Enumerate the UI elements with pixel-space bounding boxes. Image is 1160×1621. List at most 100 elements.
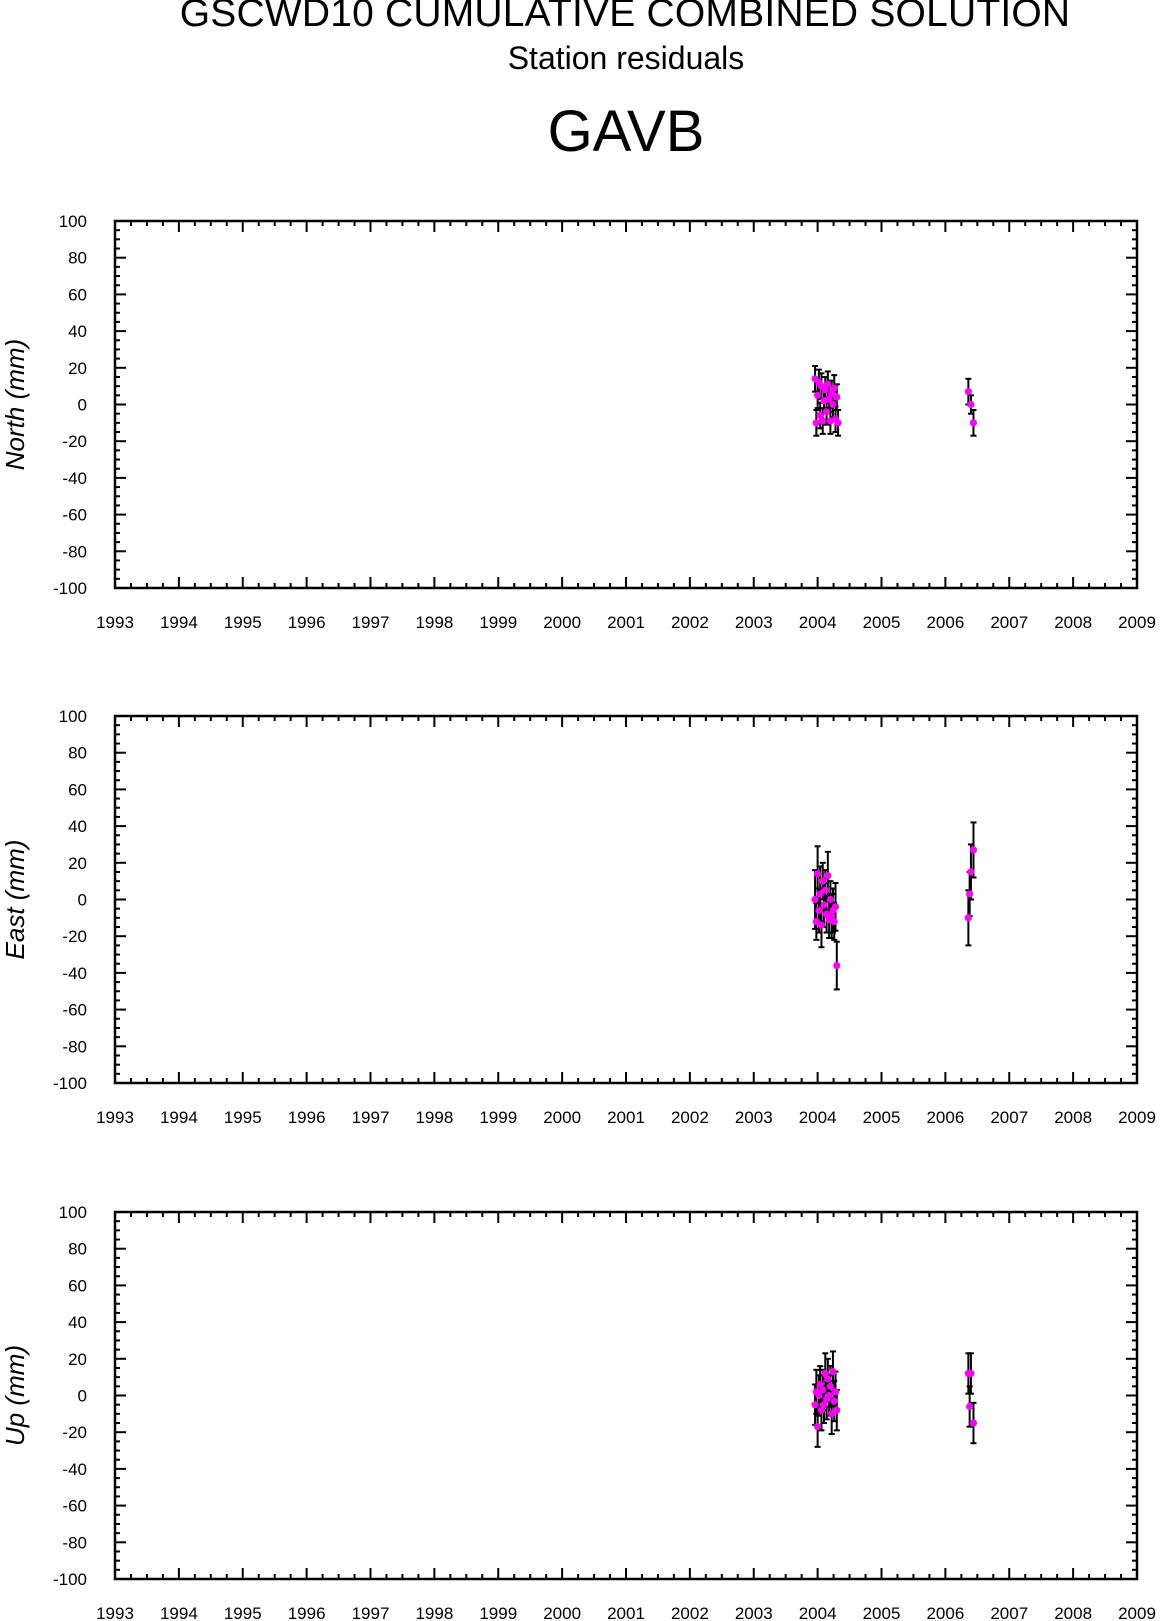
data-point xyxy=(815,906,823,915)
data-point xyxy=(819,877,827,885)
x-tick-label: 1995 xyxy=(224,1604,262,1621)
x-tick-label: 1999 xyxy=(479,1604,517,1621)
y-tick-label: -20 xyxy=(62,927,87,946)
y-tick-label: 0 xyxy=(78,891,87,910)
data-point xyxy=(966,890,974,898)
data-point xyxy=(812,917,820,926)
x-tick-label: 2008 xyxy=(1054,1604,1092,1621)
y-tick-label: 40 xyxy=(68,817,87,836)
y-tick-label: 60 xyxy=(68,780,87,799)
y-tick-label: 80 xyxy=(68,1240,87,1259)
data-point xyxy=(814,1423,822,1431)
y-tick-label: -40 xyxy=(62,1460,87,1479)
x-tick-label: 2005 xyxy=(863,1604,901,1621)
data-point xyxy=(819,417,827,425)
data-point xyxy=(830,917,838,926)
x-tick-label: 2000 xyxy=(543,1108,581,1127)
station-name: GAVB xyxy=(547,99,705,164)
data-point xyxy=(824,1375,832,1383)
x-tick-label: 2000 xyxy=(543,1604,581,1621)
data-point xyxy=(814,870,822,878)
x-tick-label: 2002 xyxy=(671,613,709,632)
x-tick-label: 1997 xyxy=(352,613,390,632)
x-tick-label: 1996 xyxy=(288,613,326,632)
y-tick-label: -40 xyxy=(62,469,87,488)
x-tick-label: 2007 xyxy=(990,1604,1028,1621)
x-tick-label: 1994 xyxy=(160,613,198,632)
plot-frame xyxy=(113,714,1139,1085)
data-point xyxy=(824,872,832,880)
data-point xyxy=(966,1402,974,1411)
x-tick-label: 2006 xyxy=(926,1604,964,1621)
x-tick-label: 2000 xyxy=(543,613,581,632)
data-point xyxy=(816,890,824,898)
data-point xyxy=(831,903,840,911)
data-point xyxy=(830,1397,838,1405)
chart-title: GSCWD10 CUMULATIVE COMBINED SOLUTION xyxy=(179,0,1071,35)
y-tick-label: 60 xyxy=(68,285,87,304)
x-tick-label: 2003 xyxy=(735,1604,773,1621)
x-tick-label: 2009 xyxy=(1118,1108,1156,1127)
y-tick-label: -100 xyxy=(53,1074,87,1093)
x-tick-label: 2005 xyxy=(863,613,901,632)
data-point xyxy=(811,895,819,904)
x-tick-label: 1994 xyxy=(160,1108,198,1127)
x-tick-label: 1997 xyxy=(352,1604,390,1621)
x-tick-label: 2002 xyxy=(671,1604,709,1621)
data-point xyxy=(828,1410,836,1418)
data-point xyxy=(833,1406,841,1414)
x-tick-label: 1996 xyxy=(288,1604,326,1621)
x-tick-label: 1998 xyxy=(415,1108,453,1127)
data-point xyxy=(811,1401,819,1409)
x-tick-label: 2004 xyxy=(799,613,837,632)
x-tick-label: 1998 xyxy=(415,1604,453,1621)
panel-east: 100 80 60 40 20 0 -20 -40 -60 -80 -100 1993 1994 1995… xyxy=(0,707,1156,1127)
data-point xyxy=(829,1368,837,1376)
y-axis-label: Up (mm) xyxy=(0,1345,30,1446)
y-axis-label: East (mm) xyxy=(0,840,30,960)
panel-up: 100 80 60 40 20 0 -20 -40 -60 -80 -100 1993 1994 1995… xyxy=(0,1203,1156,1621)
y-tick-label: 60 xyxy=(68,1276,87,1295)
x-tick-label: 2004 xyxy=(799,1604,837,1621)
data-point xyxy=(817,1406,826,1414)
data-point xyxy=(814,391,822,399)
data-point xyxy=(821,1369,829,1378)
data-point xyxy=(828,389,836,398)
x-tick-label: 2007 xyxy=(990,613,1028,632)
chart-subtitle: Station residuals xyxy=(507,40,745,76)
x-tick-label: 1997 xyxy=(352,1108,390,1127)
x-tick-label: 2001 xyxy=(607,1604,645,1621)
data-point xyxy=(822,408,831,416)
y-tick-label: -60 xyxy=(62,506,87,525)
x-tick-label: 1993 xyxy=(96,1604,134,1621)
data-point xyxy=(969,1419,978,1427)
y-axis-label: North (mm) xyxy=(0,339,30,470)
data-point xyxy=(967,1369,975,1378)
data-point xyxy=(967,400,975,409)
data-point xyxy=(826,1382,835,1390)
data-point xyxy=(826,895,835,904)
x-tick-label: 2001 xyxy=(607,1108,645,1127)
y-tick-label: 20 xyxy=(68,854,87,873)
x-tick-label: 2008 xyxy=(1054,613,1092,632)
data-point xyxy=(964,914,972,922)
x-tick-label: 1995 xyxy=(224,1108,262,1127)
data-point xyxy=(831,1388,840,1396)
x-tick-label: 2006 xyxy=(926,1108,964,1127)
y-tick-label: -60 xyxy=(62,1497,87,1516)
data-point xyxy=(829,400,837,409)
y-tick-label: 40 xyxy=(68,1313,87,1332)
x-tick-label: 2006 xyxy=(926,613,964,632)
y-tick-label: 100 xyxy=(59,1203,87,1222)
y-tick-label: 100 xyxy=(59,707,87,726)
x-tick-label: 2009 xyxy=(1118,1604,1156,1621)
y-tick-label: -80 xyxy=(62,542,87,561)
data-point xyxy=(969,419,978,427)
panel-north: 100 80 60 40 20 0 -20 -40 -60 -80 -100 1993 1994 1995… xyxy=(0,212,1156,632)
data-point xyxy=(834,419,842,427)
y-tick-label: -100 xyxy=(53,1570,87,1589)
data-point xyxy=(821,386,829,394)
y-tick-label: -60 xyxy=(62,1001,87,1020)
data-point xyxy=(820,1401,828,1409)
y-tick-label: 20 xyxy=(68,359,87,378)
